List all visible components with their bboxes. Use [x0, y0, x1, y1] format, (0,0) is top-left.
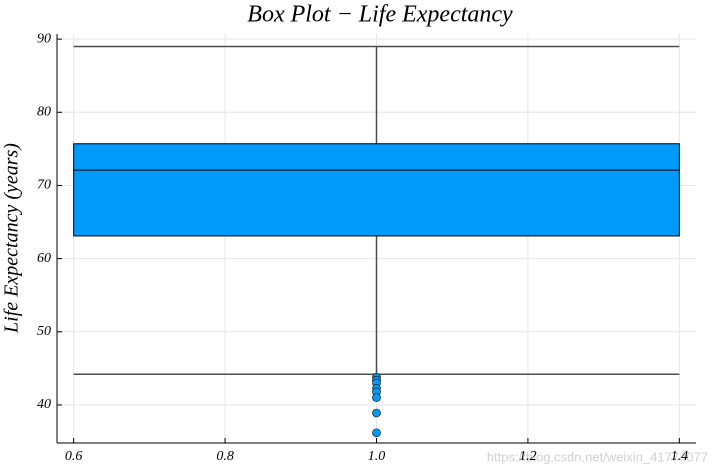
y-tick-label: 90 [37, 31, 51, 46]
outlier [372, 428, 381, 438]
box [73, 143, 680, 237]
x-tick-label: 0.6 [65, 449, 83, 464]
y-tick-label: 70 [37, 178, 51, 193]
x-tick-label: 1.4 [671, 449, 689, 464]
outlier [372, 393, 381, 402]
watermark: https://blog.csdn.net/weixin_41774077 [487, 449, 708, 464]
y-axis-label: Life Expectancy (years) [1, 143, 23, 334]
y-tick-label: 80 [37, 105, 51, 120]
outlier [372, 408, 381, 418]
chart-title: Box Plot − Life Expectancy [247, 2, 513, 28]
x-tick-label: 1.0 [368, 449, 386, 464]
y-tick-label: 60 [37, 251, 51, 266]
y-tick-label: 40 [37, 397, 51, 412]
y-tick-label: 50 [37, 324, 51, 339]
x-tick-label: 1.2 [519, 449, 537, 464]
x-tick-label: 0.8 [216, 449, 234, 464]
